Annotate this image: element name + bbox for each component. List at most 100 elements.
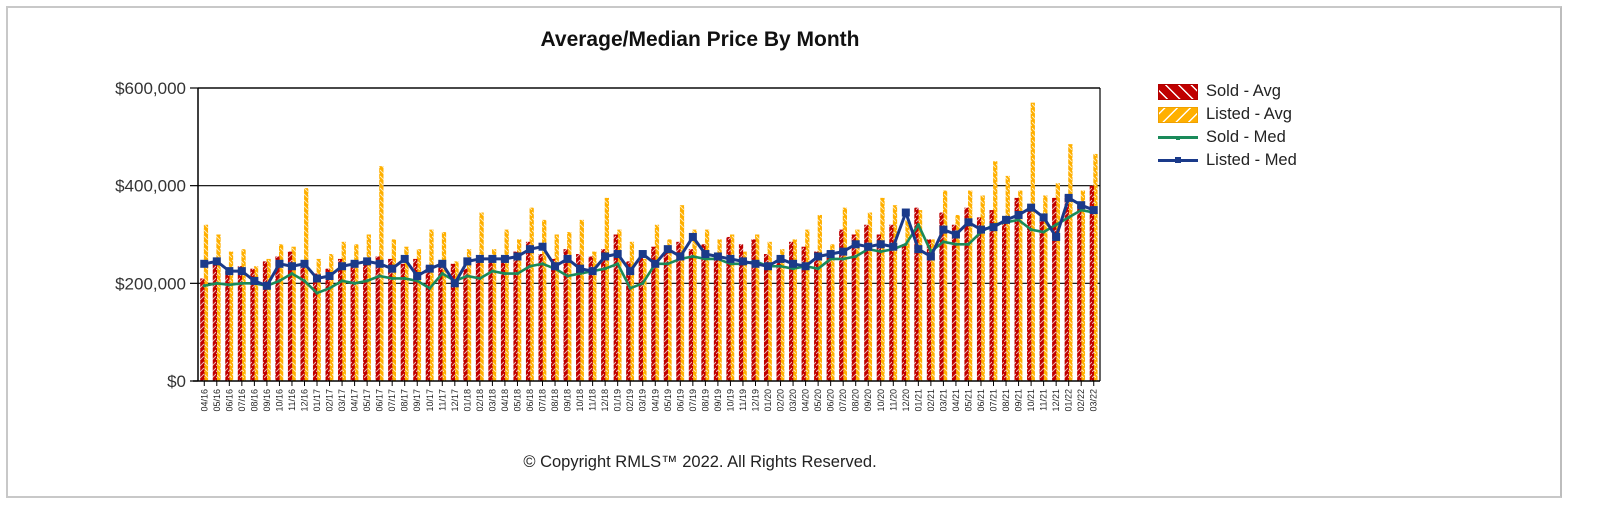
y-tick-label: $600,000: [115, 79, 186, 98]
bar-sold-avg: [839, 229, 844, 381]
x-tick-label: 05/21: [963, 389, 973, 412]
bar-listed-avg: [579, 219, 584, 381]
bar-sold-avg: [338, 258, 343, 381]
x-tick-label: 10/21: [1026, 389, 1036, 412]
bar-listed-avg: [1093, 153, 1098, 381]
bar-listed-avg: [704, 229, 710, 381]
marker-sold-med: [666, 262, 670, 266]
bar-sold-avg: [1052, 197, 1057, 381]
marker-listed-med: [1052, 232, 1061, 241]
marker-listed-med: [225, 267, 234, 276]
marker-sold-med: [240, 281, 244, 285]
bar-listed-avg: [867, 212, 873, 381]
marker-listed-med: [425, 264, 434, 273]
x-tick-label: 10/16: [274, 389, 284, 412]
marker-listed-med: [450, 279, 459, 288]
marker-listed-med: [663, 245, 672, 254]
marker-sold-med: [1079, 208, 1083, 212]
marker-listed-med: [588, 267, 597, 276]
bar-listed-avg: [942, 190, 948, 381]
x-tick-label: 03/19: [638, 389, 648, 412]
legend-item-sold-med: Sold - Med: [1158, 126, 1297, 149]
marker-sold-med: [515, 271, 520, 276]
marker-sold-med: [816, 267, 820, 271]
x-tick-label: 02/22: [1076, 389, 1086, 412]
bar-sold-avg: [951, 224, 957, 381]
x-tick-label: 06/16: [224, 389, 234, 412]
bar-listed-avg: [1018, 190, 1023, 381]
marker-listed-med: [262, 281, 271, 290]
marker-listed-med: [626, 267, 635, 276]
bar-listed-avg: [441, 232, 447, 381]
x-tick-label: 01/20: [763, 389, 773, 412]
marker-listed-med: [951, 230, 960, 239]
marker-listed-med: [751, 259, 760, 268]
sold-avg-swatch: [1158, 83, 1198, 100]
x-tick-label: 04/19: [650, 389, 660, 412]
bar-sold-avg: [876, 234, 881, 381]
bar-listed-avg: [842, 207, 848, 381]
bar-sold-avg: [626, 261, 631, 381]
bar-listed-avg: [629, 241, 635, 381]
bar-sold-avg: [312, 273, 318, 381]
bar-listed-avg: [542, 219, 547, 381]
marker-sold-med: [879, 249, 883, 254]
bar-listed-avg: [203, 224, 209, 381]
marker-listed-med: [976, 225, 985, 234]
bar-sold-avg: [1077, 205, 1082, 381]
marker-listed-med: [964, 218, 973, 227]
bar-listed-avg: [479, 212, 484, 381]
marker-sold-med: [1054, 223, 1058, 227]
marker-sold-med: [829, 257, 833, 261]
marker-sold-med: [302, 279, 307, 283]
x-tick-label: 05/17: [362, 389, 372, 412]
marker-sold-med: [778, 264, 783, 268]
bar-sold-avg: [789, 241, 794, 381]
x-axis-ticks: 04/16 05/16 06/16 07/16 08/16 09/16 10/16 11/16…: [199, 381, 1099, 412]
marker-sold-med: [315, 291, 319, 295]
listed-avg-swatch: [1158, 106, 1198, 123]
bar-sold-avg: [901, 244, 907, 381]
marker-listed-med: [901, 208, 910, 217]
bar-sold-avg: [488, 256, 493, 381]
legend: Sold - Avg Listed - Avg Sold - Med Liste…: [1158, 80, 1297, 172]
marker-sold-med: [428, 286, 432, 290]
bar-listed-avg: [968, 190, 973, 381]
x-tick-label: 08/19: [700, 389, 710, 412]
bar-sold-avg: [738, 244, 744, 381]
x-tick-label: 12/19: [750, 389, 760, 412]
x-tick-label: 09/20: [863, 389, 873, 412]
x-tick-label: 07/19: [688, 389, 698, 412]
bar-listed-avg: [679, 205, 685, 381]
bar-sold-avg: [989, 210, 994, 381]
bar-sold-avg: [663, 251, 669, 381]
marker-listed-med: [338, 262, 347, 271]
bar-listed-avg: [642, 258, 647, 381]
bar-listed-avg: [1030, 102, 1035, 382]
bar-sold-avg: [212, 263, 218, 381]
bar-sold-avg: [676, 241, 681, 381]
marker-listed-med: [237, 267, 246, 276]
marker-listed-med: [287, 262, 296, 271]
bar-sold-avg: [751, 239, 756, 381]
marker-listed-med: [563, 254, 572, 263]
legend-label: Sold - Med: [1206, 128, 1286, 146]
x-tick-label: 04/20: [801, 389, 811, 412]
marker-listed-med: [438, 259, 447, 268]
bar-listed-avg: [993, 161, 998, 381]
x-tick-label: 11/20: [888, 389, 898, 411]
marker-sold-med: [1042, 230, 1046, 234]
x-tick-label: 03/18: [487, 389, 497, 412]
marker-sold-med: [202, 284, 206, 288]
bar-listed-avg: [617, 229, 622, 381]
legend-item-listed-avg: Listed - Avg: [1158, 103, 1297, 126]
bar-listed-avg: [216, 234, 221, 381]
marker-listed-med: [801, 262, 810, 271]
x-tick-label: 11/19: [738, 389, 748, 411]
bar-sold-avg: [500, 258, 506, 381]
bar-listed-avg: [1080, 190, 1086, 381]
x-tick-label: 04/16: [199, 389, 209, 412]
marker-listed-med: [313, 274, 322, 283]
bar-sold-avg: [926, 239, 932, 381]
bar-listed-avg: [304, 188, 309, 381]
